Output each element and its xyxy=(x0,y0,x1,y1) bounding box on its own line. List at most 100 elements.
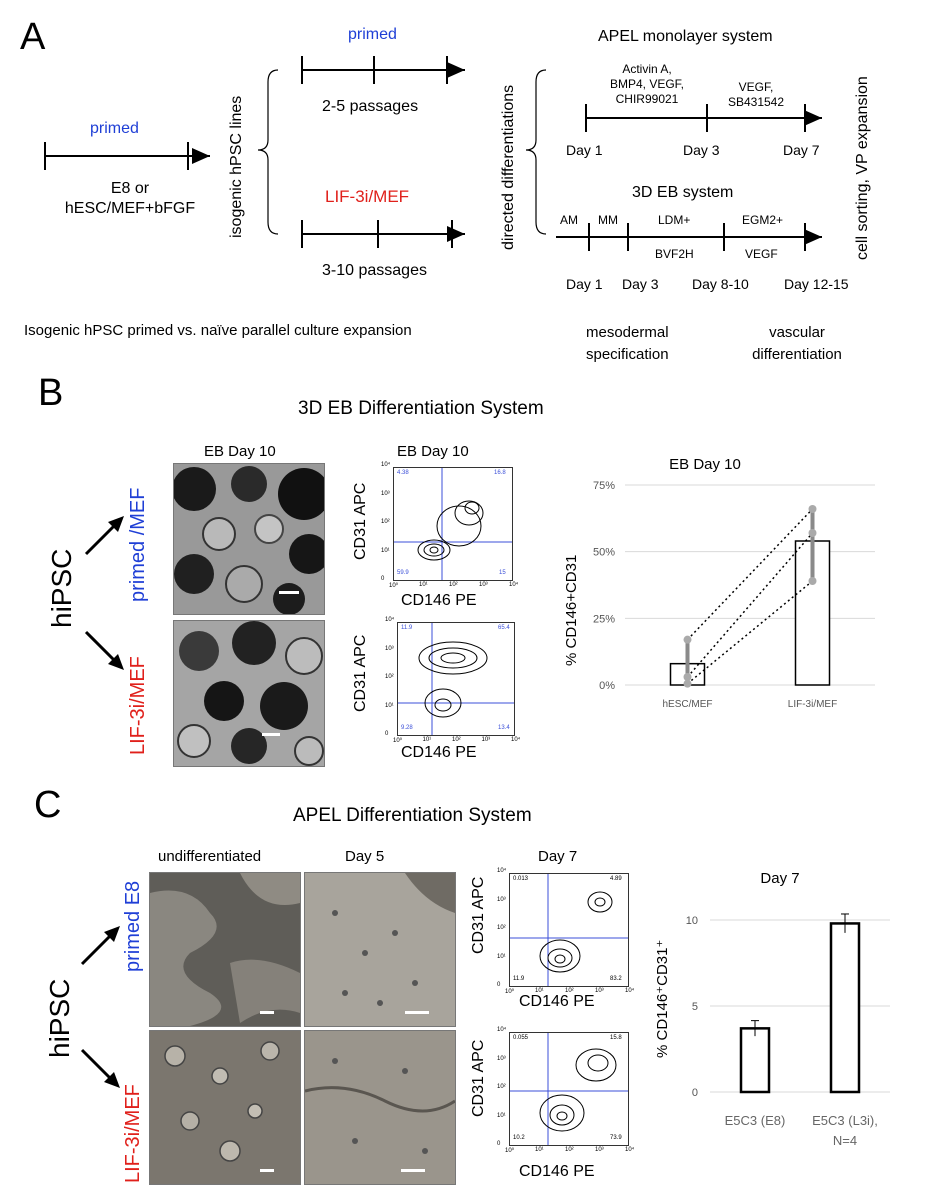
eb-day-label: Day 1 xyxy=(566,276,603,292)
panel-letter-a: A xyxy=(20,16,46,58)
panel-b-arrows xyxy=(84,516,124,670)
apel-photo-lif3i-undiff xyxy=(149,1030,301,1185)
vascular-line: differentiation xyxy=(752,346,842,363)
facs-y-tick-label: 10⁴ xyxy=(385,617,395,623)
eb-facs1-q4: 15 xyxy=(499,570,506,576)
facs-y-tick-label: 10⁴ xyxy=(497,868,507,874)
eb-facs1-contours xyxy=(394,468,512,580)
chart1-eb-day10: 0% 25% 50% 75% hESC/MEF LIF-3i/MEF xyxy=(593,480,875,710)
panel-letter-c: C xyxy=(34,784,62,826)
facs-x-tick-label: 10³ xyxy=(595,988,604,994)
facs-y-tick-label: 0 xyxy=(497,1141,501,1147)
facs-x-tick-label: 10³ xyxy=(479,582,488,588)
eb-facs2-ylabel: CD31 APC xyxy=(352,634,369,712)
facs-x-tick-label: 10¹ xyxy=(422,737,432,743)
facs-x-tick-label: 10⁴ xyxy=(511,737,521,743)
mesodermal-specification-label: mesodermal specification xyxy=(586,322,669,366)
apel-facs2-q2: 15.8 xyxy=(610,1035,622,1041)
chart1-point xyxy=(808,505,817,513)
eb-medium-label: MM xyxy=(598,213,618,227)
panel-a-caption: Isogenic hPSC primed vs. naïve parallel … xyxy=(24,322,412,339)
apel-facs2-xlabel: CD146 PE xyxy=(519,1163,595,1180)
vascular-line: vascular xyxy=(769,324,825,341)
eb-facs1-ylabel: CD31 APC xyxy=(352,482,369,560)
apel-factor-line: CHIR99021 xyxy=(615,92,679,106)
chart1-title: EB Day 10 xyxy=(669,456,741,473)
facs-x-tick-label: 10⁰ xyxy=(505,989,515,995)
apel-photo-texture xyxy=(150,873,300,1026)
primed-branch-label: primed xyxy=(348,26,397,43)
eb-facs2-xlabel: CD146 PE xyxy=(401,744,477,761)
facs-x-tick-label: 10⁴ xyxy=(509,582,519,588)
row-label-lif3i-mef-c: LIF-3i/MEF xyxy=(122,1084,144,1183)
apel-facs1-q2: 4.89 xyxy=(610,876,622,882)
mesodermal-line: mesodermal xyxy=(586,324,669,341)
facs-x-tick-label: 10² xyxy=(565,1147,574,1153)
chart2-ytick-label: 5 xyxy=(692,1001,698,1013)
col-header-day5: Day 5 xyxy=(345,848,385,865)
eb-facs2-q2: 65.4 xyxy=(498,625,510,631)
chart1-ylabel: % CD146+CD31 xyxy=(563,554,580,666)
apel-photo-texture xyxy=(150,1031,300,1184)
eb-facs2-q4: 13.4 xyxy=(498,725,510,731)
apel-facs1-xlabel: CD146 PE xyxy=(519,993,595,1010)
chart1-ytick-label: 50% xyxy=(593,547,615,559)
apel-photo-primed-day5 xyxy=(304,872,456,1027)
apel-day-label: Day 3 xyxy=(683,142,720,158)
facs-y-tick-label: 0 xyxy=(381,576,385,582)
eb-photo-primed-texture xyxy=(174,464,324,614)
facs-y-tick-label: 10¹ xyxy=(497,953,506,960)
naive-passages-label: 3-10 passages xyxy=(322,262,427,279)
e8-label-line2: hESC/MEF+bFGF xyxy=(64,200,196,217)
eb-facs1-q3: 59.9 xyxy=(397,570,409,576)
apel-facs2-contours xyxy=(510,1033,628,1145)
eb-facs1-q1: 4.38 xyxy=(397,470,409,476)
facs-x-tick-label: 10⁴ xyxy=(625,1147,635,1153)
eb-facs-header: EB Day 10 xyxy=(397,443,469,460)
facs-x-tick-label: 10⁴ xyxy=(625,988,635,994)
chart1-point xyxy=(683,679,692,688)
apel-photo-primed-undiff xyxy=(149,872,301,1027)
facs-x-tick-label: 10⁰ xyxy=(389,583,399,589)
chart2-xtick-label: E5C3 (E8) xyxy=(725,1113,786,1128)
apel-facs1-q4: 83.2 xyxy=(610,976,622,982)
panel-c-title: APEL Differentiation System xyxy=(293,805,532,826)
facs-y-tick-label: 10³ xyxy=(497,896,506,903)
chart1-pair-line xyxy=(686,532,814,678)
eb-facs-plot-1: 4.38 16.8 59.9 15 xyxy=(393,467,513,581)
apel-facs2-q4: 73.9 xyxy=(610,1135,622,1141)
facs-y-tick-label: 0 xyxy=(497,982,501,988)
chart2-ylabel: % CD146⁺CD31⁺ xyxy=(654,939,671,1058)
chart1-point xyxy=(808,577,817,585)
apel-factor-line: BMP4, VEGF, xyxy=(609,77,685,91)
chart1-pair-line xyxy=(686,508,814,641)
apel-facs1-q1: 0.013 xyxy=(513,876,529,882)
row-label-primed-mef: primed /MEF xyxy=(127,487,149,602)
apel-facs1-ylabel: CD31 APC xyxy=(470,876,487,954)
eb-photo-header: EB Day 10 xyxy=(204,443,276,460)
eb-system-title: 3D EB system xyxy=(632,184,734,201)
hipsc-label-b: hiPSC xyxy=(46,548,77,628)
eb-photo-lif3i xyxy=(173,620,325,767)
facs-y-tick-label: 10² xyxy=(497,1084,506,1090)
chart2-ytick-label: 10 xyxy=(686,915,698,927)
eb-facs1-xlabel: CD146 PE xyxy=(401,592,477,609)
apel-photo-texture xyxy=(305,1031,455,1184)
facs-x-tick-label: 10³ xyxy=(595,1147,604,1153)
apel-factors-phase1: Activin A, BMP4, VEGF, CHIR99021 xyxy=(597,62,697,107)
eb-day-label: Day 3 xyxy=(622,276,659,292)
apel-facs2-ylabel: CD31 APC xyxy=(470,1039,487,1117)
panel-c-arrows xyxy=(80,926,120,1088)
chart1-ytick-label: 25% xyxy=(593,613,615,625)
facs-x-tick-label: 10² xyxy=(565,988,574,994)
facs-y-tick-label: 10² xyxy=(385,674,394,680)
naive-branch-label: LIF-3i/MEF xyxy=(325,187,410,206)
facs-x-tick-label: 10³ xyxy=(481,737,491,743)
panel-letter-b: B xyxy=(38,372,64,414)
apel-facs2-q3: 10.2 xyxy=(513,1135,525,1141)
facs-y-tick-label: 10¹ xyxy=(497,1112,506,1119)
chart1-ytick-label: 0% xyxy=(599,680,615,692)
facs-x-tick-label: 10⁰ xyxy=(393,738,403,744)
eb-facs-plot-2: 11.9 65.4 9.28 13.4 xyxy=(397,622,515,736)
facs-y-tick-label: 10³ xyxy=(497,1055,506,1062)
